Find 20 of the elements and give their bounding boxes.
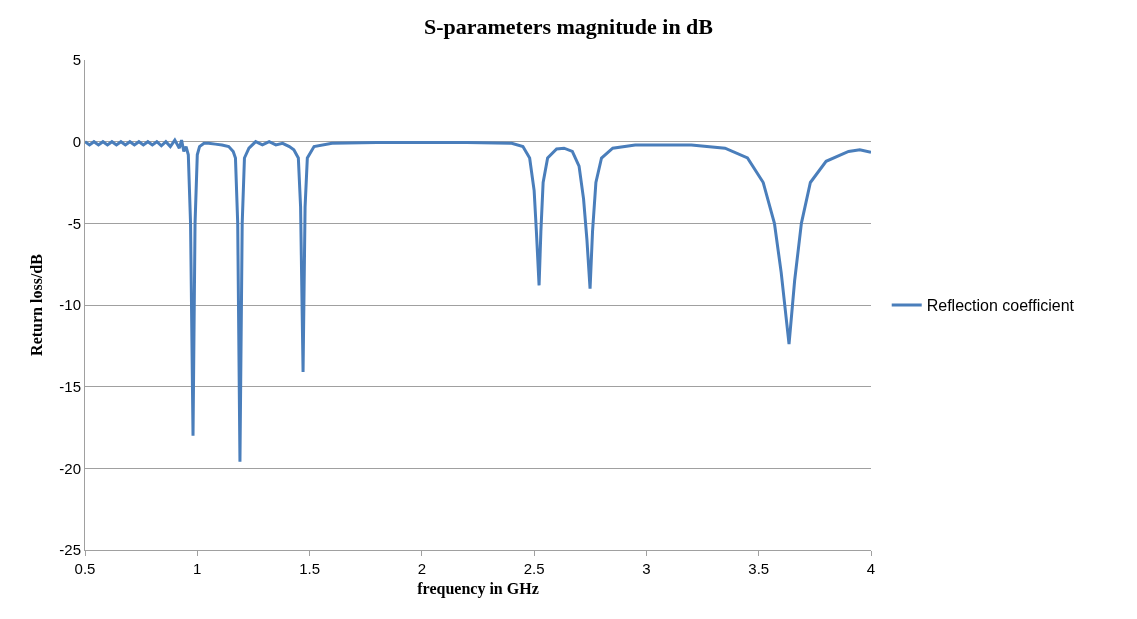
x-tick-label: 2 <box>417 560 427 577</box>
legend-label: Reflection coefficient <box>926 297 1075 315</box>
y-axis-title: Return loss/dB <box>28 253 46 356</box>
line-series <box>85 138 871 464</box>
x-tick-label: 0.5 <box>74 560 96 577</box>
x-tick-label: 1.5 <box>299 560 320 577</box>
x-tick-label: 3 <box>642 560 651 577</box>
x-tick-label: 1 <box>193 560 202 577</box>
y-tick-label: 5 <box>72 51 81 69</box>
x-axis-title: frequency in GHz <box>417 579 539 598</box>
y-tick-label: -20 <box>59 459 81 477</box>
y-tick-label: -25 <box>59 541 81 559</box>
y-tick-label: -15 <box>59 377 81 395</box>
y-tick-label: -10 <box>59 296 81 314</box>
y-tick-label: -5 <box>67 214 81 232</box>
x-tick-label: 3.5 <box>748 560 770 577</box>
chart-title: S-parameters magnitude in dB <box>423 13 714 39</box>
y-tick-label: 0 <box>72 132 81 150</box>
x-tick-label: 2.5 <box>523 560 545 577</box>
x-tick-label: 4 <box>866 560 876 577</box>
